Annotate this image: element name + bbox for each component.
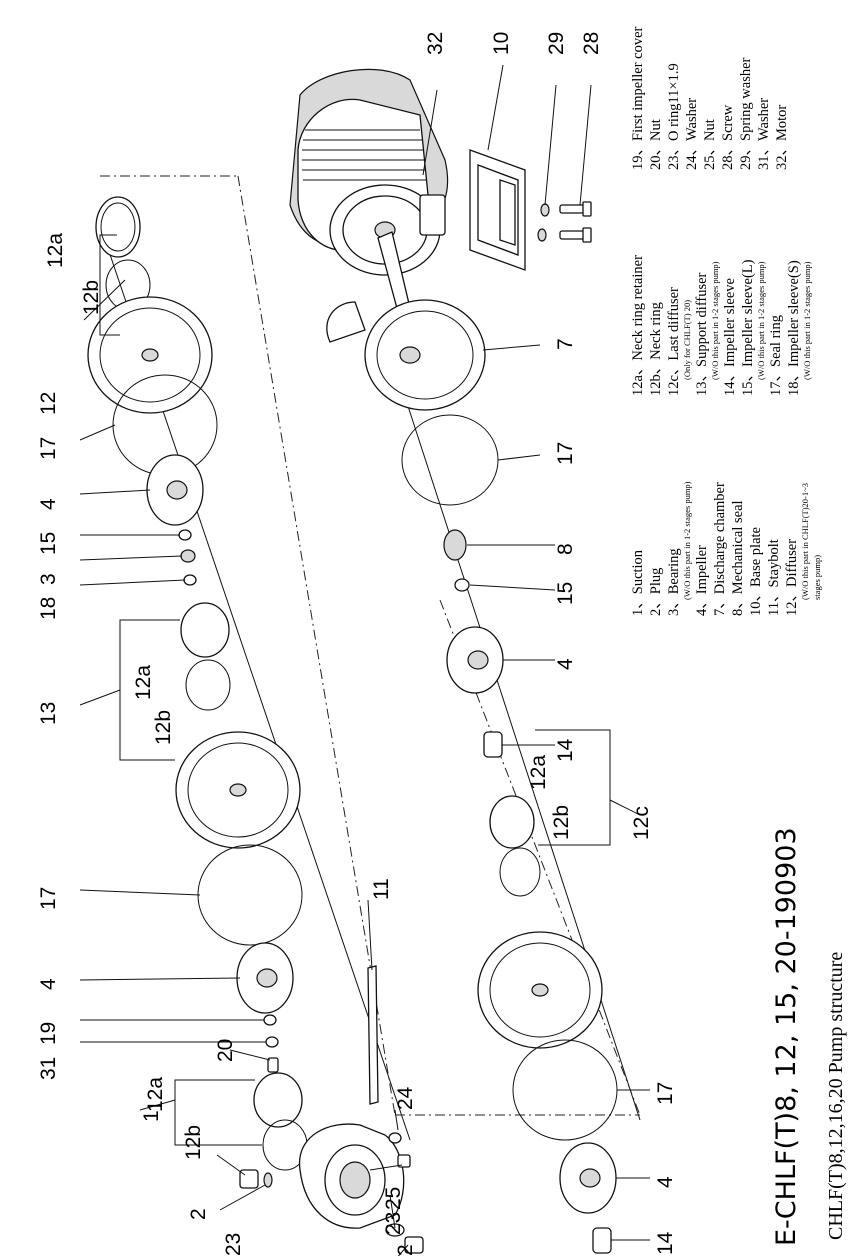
callout-13: 13 <box>37 702 60 725</box>
legend-note: (W/O this part in 1-2 stages pump) <box>756 261 766 380</box>
callout-10: 10 <box>490 32 513 55</box>
upper-stack <box>87 196 308 1171</box>
callout-12a: 12a <box>132 665 155 700</box>
callout-8: 8 <box>554 543 577 555</box>
legend-item: 14、Impeller sleeve <box>722 278 738 396</box>
legend-item: 4、Impeller <box>694 545 710 616</box>
callout-12a: 12a <box>527 755 550 790</box>
diagram-subtitle: CHLF(T)8,12,16,20 Pump structure <box>825 952 847 1240</box>
callout-12: 12 <box>37 392 60 415</box>
legend-item: 19、First impeller cover <box>630 26 646 170</box>
callout-17: 17 <box>37 887 60 910</box>
legend-item: 13、Support diffuser <box>694 272 710 396</box>
callout-4: 4 <box>654 1176 677 1188</box>
legend-item: 17、Seal ring <box>768 315 784 396</box>
callout-19: 19 <box>37 1022 60 1045</box>
callout-15: 15 <box>554 582 577 605</box>
legend-item: 18、Impeller sleeve(S) <box>786 260 802 396</box>
legend-item: 20、Nut <box>648 119 664 170</box>
callout-28: 28 <box>580 32 603 55</box>
legend-item: 29、Spring washer <box>738 57 754 170</box>
legend-item: 8、Mechanical seal <box>730 500 746 616</box>
legend-item: 32、Motor <box>774 105 790 170</box>
legend-item: 12c、Last diffuser <box>666 287 682 396</box>
legend-note: (W/O this part in 1-2 stages pump) <box>710 261 720 380</box>
callout-32: 32 <box>424 32 447 55</box>
callout-3: 3 <box>37 573 60 585</box>
callout-17: 17 <box>554 442 577 465</box>
callout-14: 14 <box>654 1231 677 1255</box>
leader-lines <box>79 64 650 1256</box>
lower-stack <box>326 299 618 1254</box>
callout-2: 2 <box>187 1208 210 1220</box>
callout-23: 23 <box>222 1233 245 1256</box>
callout-12b: 12b <box>80 280 103 315</box>
motor <box>289 68 449 313</box>
callout-20: 20 <box>214 1039 237 1062</box>
legend-item: 12a、Neck ring retainer <box>630 255 646 396</box>
callout-23: 23 <box>382 1212 405 1235</box>
callout-15: 15 <box>37 532 60 555</box>
legend-item: 12、Diffuser <box>784 539 800 616</box>
legend-item: 23、O ring11×1.9 <box>666 63 682 170</box>
legend-item: 31、Washer <box>756 98 772 170</box>
callout-14: 14 <box>554 738 577 762</box>
callout-7: 7 <box>554 338 577 350</box>
suction <box>239 1123 424 1254</box>
screws-washers <box>537 201 592 243</box>
callout-17: 17 <box>37 437 60 460</box>
legend-item: 2、Plug <box>648 568 664 616</box>
callout-11: 11 <box>370 878 393 900</box>
legend-note: (Only for CHLF(T) 20) <box>682 300 692 380</box>
callout-25: 25 <box>382 1187 405 1210</box>
legend-item: 25、Nut <box>702 119 718 170</box>
callout-12b: 12b <box>152 710 175 745</box>
callout-2: 2 <box>394 1244 417 1256</box>
legend-item: 10、Base plate <box>748 527 764 616</box>
callout-1: 1 <box>140 1110 163 1122</box>
callout-17: 17 <box>654 1082 677 1105</box>
legend-item: 7、Discharge chamber <box>712 482 728 616</box>
legend-item: 28、Screw <box>720 104 736 170</box>
callout-4: 4 <box>554 658 577 670</box>
legend-item: 24、Washer <box>684 98 700 170</box>
legend-note: (W/O this part in 1-2 stages pump) <box>802 261 812 380</box>
legend-note: stages pump) <box>812 555 822 600</box>
callout-31: 31 <box>37 1057 60 1080</box>
legend-note: (W/O this part in 1-2 stages pump) <box>682 481 692 600</box>
legend-item: 12b、Neck ring <box>648 302 664 396</box>
legend-item: 1、Suction <box>630 549 646 616</box>
legend-item: 3、Bearing <box>666 548 682 616</box>
legend: 1、Suction 2、Plug 3、Bearing (W/O this par… <box>630 26 822 616</box>
legend-item: 15、Impeller sleeve(L) <box>740 259 756 396</box>
base-plate <box>469 149 526 271</box>
callout-4: 4 <box>37 978 60 990</box>
callout-4: 4 <box>37 498 60 510</box>
callout-18: 18 <box>37 597 60 620</box>
callout-12b: 12b <box>182 1125 205 1160</box>
callout-12b: 12b <box>550 805 573 840</box>
callout-24: 24 <box>394 1086 417 1110</box>
callout-12a: 12a <box>144 1077 167 1112</box>
diagram-title: E-CHLF(T)8, 12, 15, 20-190903 <box>771 827 802 1246</box>
callout-12c: 12c <box>630 806 653 840</box>
staybolt <box>367 965 379 1105</box>
legend-note: (W/O this part in CHLF(T)20-1~3 <box>800 483 810 600</box>
callout-12a: 12a <box>44 233 67 268</box>
legend-item: 11、Staybolt <box>766 539 782 616</box>
callout-labels: 32 10 29 28 12a 12b 12 17 4 15 3 18 12a … <box>37 32 677 1256</box>
callout-29: 29 <box>545 32 568 55</box>
